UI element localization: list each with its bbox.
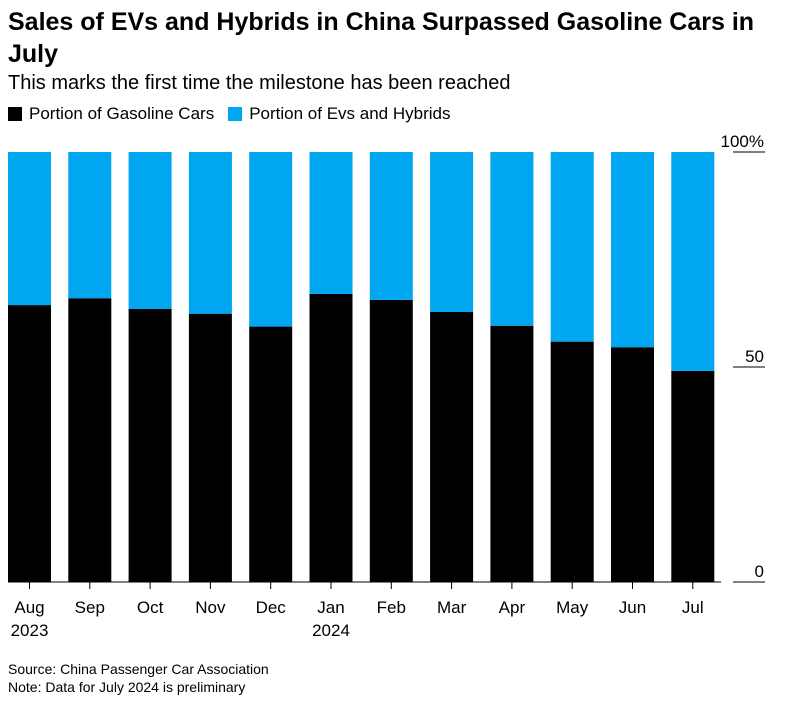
x-tick-sublabel-jan: 2024 xyxy=(312,621,350,640)
bar-gasoline-nov xyxy=(188,313,232,582)
footer: Source: China Passenger Car Association … xyxy=(8,660,269,696)
y-tick-label-0: 0 xyxy=(755,562,764,581)
x-tick-label-mar: Mar xyxy=(437,598,467,617)
bar-ev-sep xyxy=(68,152,112,299)
bar-ev-jun xyxy=(611,152,654,348)
bar-gasoline-feb xyxy=(369,299,413,582)
x-tick-label-apr: Apr xyxy=(499,598,526,617)
source-note: Source: China Passenger Car Association xyxy=(8,661,269,677)
x-tick-label-jul: Jul xyxy=(682,598,704,617)
bar-gasoline-sep xyxy=(68,298,112,582)
x-tick-label-sep: Sep xyxy=(75,598,105,617)
bar-ev-mar xyxy=(430,152,474,312)
x-tick-label-oct: Oct xyxy=(137,598,164,617)
bar-gasoline-jan xyxy=(309,293,353,582)
legend-label-gasoline: Portion of Gasoline Cars xyxy=(29,104,215,123)
x-tick-label-nov: Nov xyxy=(195,598,226,617)
x-tick-label-jan: Jan xyxy=(317,598,344,617)
x-tick-label-jun: Jun xyxy=(619,598,646,617)
legend: Portion of Gasoline Cars Portion of Evs … xyxy=(8,103,464,125)
bar-ev-jul xyxy=(671,152,715,371)
bar-ev-oct xyxy=(128,152,172,309)
chart-title: Sales of EVs and Hybrids in China Surpas… xyxy=(8,8,755,68)
legend-item-ev: Portion of Evs and Hybrids xyxy=(228,103,450,125)
bar-gasoline-jun xyxy=(611,347,654,582)
bar-ev-nov xyxy=(188,152,232,314)
bar-gasoline-jul xyxy=(671,370,715,582)
x-tick-sublabel-aug: 2023 xyxy=(11,621,49,640)
bar-gasoline-mar xyxy=(430,311,474,582)
legend-item-gasoline: Portion of Gasoline Cars xyxy=(8,103,214,125)
x-tick-label-may: May xyxy=(556,598,589,617)
legend-swatch-gasoline xyxy=(8,107,22,121)
bar-ev-feb xyxy=(369,152,413,300)
x-tick-label-dec: Dec xyxy=(256,598,287,617)
x-tick-label-feb: Feb xyxy=(377,598,406,617)
legend-label-ev: Portion of Evs and Hybrids xyxy=(249,104,451,123)
y-tick-label-50: 50 xyxy=(745,347,764,366)
bar-ev-jan xyxy=(309,152,353,294)
bar-ev-may xyxy=(550,152,594,342)
data-note: Note: Data for July 2024 is preliminary xyxy=(8,679,246,695)
bar-ev-aug xyxy=(8,152,51,306)
bar-ev-dec xyxy=(249,152,293,327)
bar-gasoline-oct xyxy=(128,308,172,582)
chart-subtitle: This marks the first time the milestone … xyxy=(8,72,511,94)
legend-swatch-ev xyxy=(228,107,243,121)
bar-ev-apr xyxy=(490,152,534,326)
bar-gasoline-apr xyxy=(490,325,534,582)
bar-gasoline-may xyxy=(550,341,594,582)
y-tick-label-100: 100% xyxy=(721,132,764,151)
bar-gasoline-aug xyxy=(8,305,51,582)
x-tick-label-aug: Aug xyxy=(14,598,44,617)
stacked-bar-chart: Aug 2023 Sep Oct Nov Dec Jan 2024 Feb Mar Apr May Ju… xyxy=(8,132,765,640)
bar-gasoline-dec xyxy=(249,326,293,582)
